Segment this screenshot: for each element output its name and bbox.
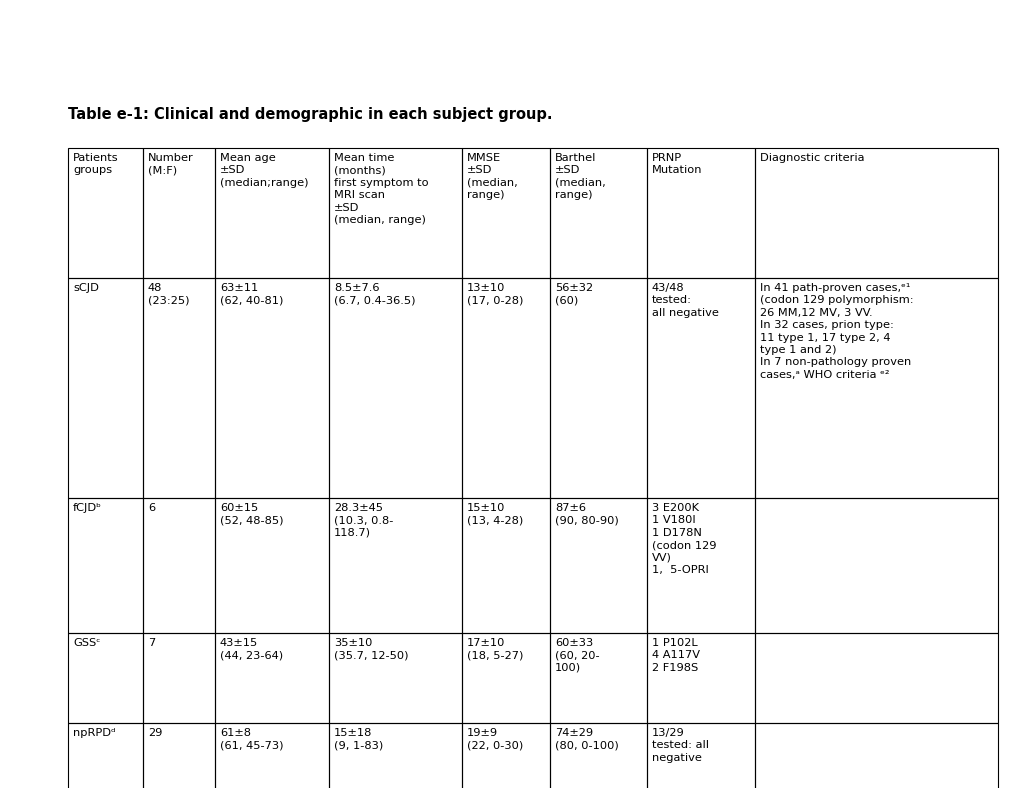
Bar	[754, 498, 997, 633]
Text: MMSE
±SD
(median,
range): MMSE ±SD (median, range)	[467, 153, 518, 200]
Text: GSSᶜ: GSSᶜ	[73, 638, 101, 648]
Text: 60±33
(60, 20-
100): 60±33 (60, 20- 100)	[554, 638, 599, 673]
Text: 48
(23:25): 48 (23:25)	[148, 283, 190, 306]
Text: Diagnostic criteria: Diagnostic criteria	[759, 153, 864, 163]
Text: 56±32
(60): 56±32 (60)	[554, 283, 592, 306]
Bar	[143, 633, 215, 723]
Bar	[646, 278, 754, 498]
Bar	[462, 633, 549, 723]
Bar	[68, 278, 143, 498]
Text: fCJDᵇ: fCJDᵇ	[73, 503, 102, 513]
Bar	[462, 278, 549, 498]
Text: 87±6
(90, 80-90): 87±6 (90, 80-90)	[554, 503, 619, 526]
Bar	[215, 723, 329, 788]
Bar	[143, 148, 215, 278]
Bar	[329, 498, 462, 633]
Text: 15±18
(9, 1-83): 15±18 (9, 1-83)	[333, 728, 383, 750]
Text: 6: 6	[148, 503, 155, 513]
Bar	[549, 723, 646, 788]
Text: 63±11
(62, 40-81): 63±11 (62, 40-81)	[220, 283, 283, 306]
Bar	[549, 498, 646, 633]
Text: 61±8
(61, 45-73): 61±8 (61, 45-73)	[220, 728, 283, 750]
Text: 60±15
(52, 48-85): 60±15 (52, 48-85)	[220, 503, 283, 526]
Bar	[754, 278, 997, 498]
Bar	[68, 148, 143, 278]
Text: Number
(M:F): Number (M:F)	[148, 153, 194, 176]
Text: Patients
groups: Patients groups	[73, 153, 118, 176]
Bar	[68, 723, 143, 788]
Text: 8.5±7.6
(6.7, 0.4-36.5): 8.5±7.6 (6.7, 0.4-36.5)	[333, 283, 415, 306]
Text: 74±29
(80, 0-100): 74±29 (80, 0-100)	[554, 728, 619, 750]
Bar	[646, 148, 754, 278]
Text: 1 P102L
4 A117V
2 F198S: 1 P102L 4 A117V 2 F198S	[651, 638, 699, 673]
Bar	[143, 723, 215, 788]
Bar	[754, 723, 997, 788]
Text: 19±9
(22, 0-30): 19±9 (22, 0-30)	[467, 728, 523, 750]
Text: Barthel
±SD
(median,
range): Barthel ±SD (median, range)	[554, 153, 605, 200]
Text: PRNP
Mutation: PRNP Mutation	[651, 153, 702, 176]
Bar	[68, 498, 143, 633]
Bar	[646, 723, 754, 788]
Text: Mean time
(months)
first symptom to
MRI scan
±SD
(median, range): Mean time (months) first symptom to MRI …	[333, 153, 428, 225]
Bar	[329, 723, 462, 788]
Text: Table e-1: Clinical and demographic in each subject group.: Table e-1: Clinical and demographic in e…	[68, 107, 552, 122]
Text: Mean age
±SD
(median;range): Mean age ±SD (median;range)	[220, 153, 308, 188]
Text: 43/48
tested:
all negative: 43/48 tested: all negative	[651, 283, 718, 318]
Bar	[215, 498, 329, 633]
Text: 35±10
(35.7, 12-50): 35±10 (35.7, 12-50)	[333, 638, 408, 660]
Bar	[462, 498, 549, 633]
Text: In 41 path-proven cases,ᵉ¹
(codon 129 polymorphism:
26 MM,12 MV, 3 VV.
In 32 cas: In 41 path-proven cases,ᵉ¹ (codon 129 po…	[759, 283, 913, 380]
Bar	[329, 278, 462, 498]
Bar	[549, 633, 646, 723]
Text: sCJD: sCJD	[73, 283, 99, 293]
Bar	[215, 633, 329, 723]
Bar	[549, 148, 646, 278]
Text: 15±10
(13, 4-28): 15±10 (13, 4-28)	[467, 503, 523, 526]
Bar	[215, 148, 329, 278]
Text: 3 E200K
1 V180I
1 D178N
(codon 129
VV)
1,  5-OPRI: 3 E200K 1 V180I 1 D178N (codon 129 VV) 1…	[651, 503, 715, 575]
Bar	[143, 278, 215, 498]
Bar	[646, 498, 754, 633]
Bar	[329, 633, 462, 723]
Text: npRPDᵈ: npRPDᵈ	[73, 728, 115, 738]
Text: 13±10
(17, 0-28): 13±10 (17, 0-28)	[467, 283, 523, 306]
Bar	[215, 278, 329, 498]
Text: 13/29
tested: all
negative: 13/29 tested: all negative	[651, 728, 708, 763]
Text: 29: 29	[148, 728, 162, 738]
Text: 28.3±45
(10.3, 0.8-
118.7): 28.3±45 (10.3, 0.8- 118.7)	[333, 503, 393, 537]
Text: 17±10
(18, 5-27): 17±10 (18, 5-27)	[467, 638, 523, 660]
Bar	[754, 633, 997, 723]
Bar	[68, 633, 143, 723]
Bar	[754, 148, 997, 278]
Bar	[462, 148, 549, 278]
Bar	[329, 148, 462, 278]
Bar	[646, 633, 754, 723]
Bar	[549, 278, 646, 498]
Text: 7: 7	[148, 638, 155, 648]
Bar	[462, 723, 549, 788]
Text: 43±15
(44, 23-64): 43±15 (44, 23-64)	[220, 638, 283, 660]
Bar	[143, 498, 215, 633]
